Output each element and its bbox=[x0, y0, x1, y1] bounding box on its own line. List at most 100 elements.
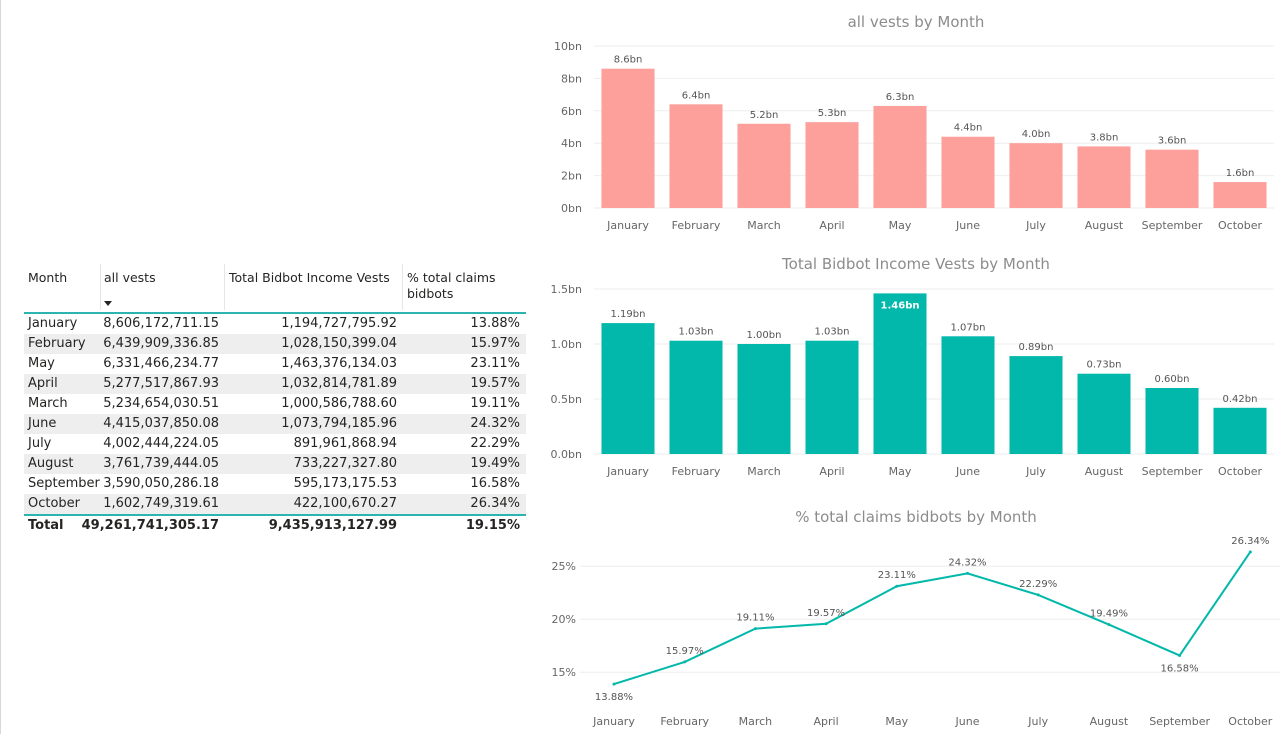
chart1-data-label: 5.3bn bbox=[818, 108, 847, 119]
chart1-bar bbox=[1145, 149, 1199, 208]
table-row[interactable]: July 4,002,444,224.05 891,961,868.94 22.29% bbox=[24, 434, 526, 454]
chart2-bar bbox=[601, 323, 655, 454]
header-all-vests[interactable]: all vests bbox=[104, 270, 156, 285]
chart3-y-tick-label: 15% bbox=[552, 666, 576, 679]
chart3-point bbox=[753, 627, 757, 631]
cell-all-vests: 5,234,654,030.51 bbox=[103, 396, 219, 411]
cell-bidbot-income: 1,194,727,795.92 bbox=[281, 316, 397, 331]
table-header: Month all vests Total Bidbot Income Vest… bbox=[24, 264, 526, 314]
chart1-x-tick-label: May bbox=[889, 219, 912, 232]
chart1-bar bbox=[805, 122, 859, 208]
chart1-bar bbox=[941, 136, 995, 208]
chart1-data-label: 4.0bn bbox=[1022, 129, 1051, 140]
sort-descending-icon[interactable] bbox=[104, 301, 112, 306]
chart2-x-tick-label: March bbox=[747, 465, 781, 478]
chart2-data-label: 1.03bn bbox=[679, 327, 714, 338]
chart1-data-label: 3.8bn bbox=[1090, 132, 1119, 143]
cell-percent: 19.57% bbox=[470, 376, 520, 391]
chart3-x-tick-label: July bbox=[1027, 715, 1048, 728]
chart2-bar bbox=[805, 340, 859, 454]
table-row[interactable]: February 6,439,909,336.85 1,028,150,399.04… bbox=[24, 334, 526, 354]
chart3-x-tick-label: May bbox=[885, 715, 908, 728]
chart3-point bbox=[895, 584, 899, 588]
chart1-y-tick-label: 4bn bbox=[561, 137, 582, 150]
chart1-title: all vests by Month bbox=[847, 13, 985, 31]
chart1-x-tick-label: January bbox=[606, 219, 649, 232]
chart3-data-label: 19.11% bbox=[736, 613, 774, 624]
cell-all-vests: 6,331,466,234.77 bbox=[103, 356, 219, 371]
chart1-data-label: 6.4bn bbox=[682, 90, 711, 101]
left-border bbox=[0, 0, 1, 734]
cell-all-vests: 1,602,749,319.61 bbox=[103, 496, 219, 511]
chart2-x-tick-label: January bbox=[606, 465, 649, 478]
cell-all-vests: 4,415,037,850.08 bbox=[103, 416, 219, 431]
chart3-y-tick-label: 20% bbox=[552, 613, 576, 626]
chart1-data-label: 3.6bn bbox=[1158, 136, 1187, 147]
chart2-data-label: 0.60bn bbox=[1155, 374, 1190, 385]
chart1-data-label: 5.2bn bbox=[750, 110, 779, 121]
chart3-point bbox=[1107, 623, 1111, 627]
table-row[interactable]: October 1,602,749,319.61 422,100,670.27 26.… bbox=[24, 494, 526, 514]
chart2-data-label: 0.42bn bbox=[1223, 394, 1258, 405]
cell-all-vests: 3,590,050,286.18 bbox=[103, 476, 219, 491]
chart3-x-tick-label: June bbox=[955, 715, 980, 728]
cell-all-vests: 4,002,444,224.05 bbox=[103, 436, 219, 451]
chart1-x-tick-label: February bbox=[672, 219, 721, 232]
chart3-series-line bbox=[613, 551, 1252, 686]
chart3-y-tick-label: 25% bbox=[552, 560, 576, 573]
table-row[interactable]: September 3,590,050,286.18 595,173,175.53 1… bbox=[24, 474, 526, 494]
chart1-y-tick-label: 6bn bbox=[561, 105, 582, 118]
chart2-x-tick-label: October bbox=[1218, 465, 1262, 478]
chart2-data-label: 1.19bn bbox=[611, 309, 646, 320]
chart3-data-label: 13.88% bbox=[595, 692, 633, 703]
chart3-data-label: 23.11% bbox=[878, 570, 916, 581]
cell-bidbot-income: 1,028,150,399.04 bbox=[281, 336, 397, 351]
cell-percent: 24.32% bbox=[470, 416, 520, 431]
cell-percent: 13.88% bbox=[470, 316, 520, 331]
table-row[interactable]: June 4,415,037,850.08 1,073,794,185.96 24.3… bbox=[24, 414, 526, 434]
cell-month: September bbox=[28, 476, 100, 491]
chart3-point bbox=[966, 571, 969, 575]
cell-bidbot-income: 733,227,327.80 bbox=[293, 456, 397, 471]
table-row[interactable]: January 8,606,172,711.15 1,194,727,795.92 1… bbox=[24, 314, 526, 334]
cell-bidbot-income: 595,173,175.53 bbox=[293, 476, 397, 491]
chart1-bar bbox=[1213, 182, 1267, 208]
header-month[interactable]: Month bbox=[28, 270, 68, 285]
header-total-bidbot-income-vests[interactable]: Total Bidbot Income Vests bbox=[229, 270, 390, 285]
chart3-point bbox=[824, 622, 828, 626]
chart3-data-label: 19.49% bbox=[1090, 609, 1128, 620]
header-percent-total-claims[interactable]: % total claims bidbots bbox=[407, 270, 496, 301]
chart2-bar bbox=[1213, 407, 1267, 454]
cell-month: February bbox=[28, 336, 86, 351]
chart2-x-tick-label: August bbox=[1085, 465, 1124, 478]
chart1-bar bbox=[669, 104, 723, 208]
data-table: Month all vests Total Bidbot Income Vest… bbox=[24, 264, 526, 536]
chart3-title: % total claims bidbots by Month bbox=[795, 508, 1037, 526]
cell-month: October bbox=[28, 496, 81, 511]
column-divider bbox=[224, 264, 225, 310]
chart3-x-tick-label: April bbox=[814, 715, 839, 728]
chart3-x-tick-label: February bbox=[660, 715, 709, 728]
table-row[interactable]: March 5,234,654,030.51 1,000,586,788.60 19.… bbox=[24, 394, 526, 414]
chart1-x-tick-label: September bbox=[1142, 219, 1203, 232]
chart2-y-tick-label: 0.0bn bbox=[551, 448, 582, 461]
chart1-data-label: 4.4bn bbox=[954, 123, 983, 134]
table-row[interactable]: August 3,761,739,444.05 733,227,327.80 19.4… bbox=[24, 454, 526, 474]
chart3-point bbox=[1178, 653, 1182, 657]
table-row[interactable]: April 5,277,517,867.93 1,032,814,781.89 19.… bbox=[24, 374, 526, 394]
chart1-x-tick-label: April bbox=[819, 219, 844, 232]
chart2-bar bbox=[1009, 356, 1063, 454]
chart2-x-tick-label: September bbox=[1142, 465, 1203, 478]
chart3-data-label: 26.34% bbox=[1231, 536, 1269, 547]
cell-bidbot-income: 1,073,794,185.96 bbox=[281, 416, 397, 431]
cell-percent: 22.29% bbox=[470, 436, 520, 451]
cell-percent: 23.11% bbox=[470, 356, 520, 371]
chart2-data-label: 0.73bn bbox=[1087, 360, 1122, 371]
chart3-x-tick-label: August bbox=[1090, 715, 1129, 728]
chart1-data-label: 6.3bn bbox=[886, 92, 915, 103]
chart2-bar bbox=[1145, 388, 1199, 454]
cell-month: June bbox=[28, 416, 57, 431]
chart1-bar bbox=[1009, 143, 1063, 208]
table-row[interactable]: May 6,331,466,234.77 1,463,376,134.03 23.11… bbox=[24, 354, 526, 374]
chart1-bar bbox=[737, 123, 791, 208]
